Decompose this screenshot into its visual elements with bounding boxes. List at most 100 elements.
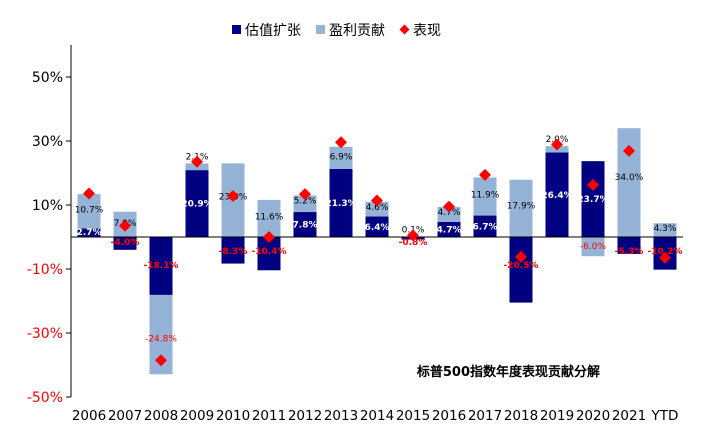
- valuation-label: 26.4%: [541, 191, 572, 201]
- earnings-label: 4.6%: [366, 203, 389, 213]
- x-tick-label: 2009: [180, 408, 214, 424]
- valuation-label: 4.7%: [437, 225, 462, 235]
- performance-marker: [119, 219, 131, 232]
- valuation-label: 7.8%: [293, 221, 318, 231]
- x-tick-label: 2020: [576, 408, 610, 424]
- valuation-label: 21.3%: [325, 199, 356, 209]
- chart-title: 标普500指数年度表现贡献分解: [416, 364, 600, 380]
- earnings-label: 4.3%: [654, 224, 677, 234]
- performance-marker: [587, 178, 599, 191]
- valuation-label: 6.4%: [365, 223, 390, 233]
- bar-valuation: [365, 216, 389, 237]
- legend: 估值扩张 盈利贡献 表现: [232, 23, 441, 39]
- bar-valuation: [509, 237, 533, 303]
- bar-earnings: [437, 206, 461, 222]
- x-tick-label: 2014: [360, 408, 394, 424]
- x-tick-label: 2008: [144, 408, 178, 424]
- performance-marker: [155, 354, 167, 367]
- earnings-label: 4.7%: [438, 208, 461, 218]
- valuation-label: -10.4%: [252, 247, 287, 257]
- performance-marker: [515, 250, 527, 263]
- bar-valuation: [545, 152, 569, 237]
- valuation-label: -5.3%: [615, 247, 644, 257]
- bar-earnings: [149, 294, 173, 375]
- x-tick-label: 2007: [108, 408, 142, 424]
- bar-earnings: [509, 179, 533, 237]
- legend-label: 盈利贡献: [329, 23, 385, 39]
- earnings-label: -6.0%: [580, 242, 607, 252]
- x-tick-label: 2021: [612, 408, 646, 424]
- performance-marker: [335, 136, 347, 149]
- bar-earnings: [473, 177, 497, 216]
- valuation-label: -4.0%: [111, 238, 140, 248]
- bar-earnings: [653, 223, 677, 237]
- y-tick-label: 30%: [32, 134, 63, 150]
- y-tick-label: -10%: [27, 262, 63, 278]
- valuation-label: 2.7%: [77, 228, 102, 238]
- performance-marker: [623, 144, 635, 157]
- bar-earnings: [257, 199, 281, 237]
- earnings-label: 11.9%: [471, 191, 500, 201]
- earnings-label: 34.0%: [615, 173, 644, 183]
- x-tick-label: 2016: [432, 408, 466, 424]
- bar-valuation: [185, 170, 209, 237]
- performance-marker: [443, 200, 455, 213]
- legend-label: 表现: [413, 23, 441, 39]
- bar-valuation: [149, 237, 173, 295]
- earnings-label: 11.6%: [255, 213, 284, 223]
- performance-marker: [227, 190, 239, 203]
- performance-marker: [299, 188, 311, 201]
- earnings-label: 10.7%: [75, 206, 104, 216]
- x-tick-label: 2010: [216, 408, 250, 424]
- valuation-label: -18.1%: [144, 261, 179, 271]
- x-tick-label: 2018: [504, 408, 538, 424]
- axes: -50%-30%-10%10%30%50%2006 2007 2008 2009 201…: [27, 45, 683, 424]
- valuation-label: -20.5%: [504, 261, 539, 271]
- valuation-label: -8.3%: [219, 247, 248, 257]
- earnings-label: 17.9%: [507, 201, 536, 211]
- earnings-label: -24.8%: [145, 335, 177, 345]
- bar-earnings: [329, 146, 353, 169]
- x-tick-label: 2012: [288, 408, 322, 424]
- earnings-label: 5.2%: [294, 196, 317, 206]
- bar-valuation: [221, 237, 245, 264]
- performance-markers: [83, 136, 671, 367]
- valuation-label: -0.8%: [399, 238, 428, 248]
- bar-valuation: [437, 221, 461, 237]
- performance-marker: [263, 231, 275, 243]
- y-tick-label: 10%: [32, 198, 63, 214]
- earnings-label: 6.9%: [330, 153, 353, 163]
- legend-swatch: [232, 25, 241, 34]
- performance-marker: [407, 229, 419, 242]
- bar-earnings: [617, 128, 641, 237]
- bar-earnings: [293, 195, 317, 213]
- x-tick-label: 2011: [252, 408, 286, 424]
- valuation-label: 6.7%: [473, 222, 498, 232]
- legend-swatch: [316, 25, 325, 34]
- valuation-label: 20.9%: [181, 200, 212, 210]
- x-tick-label: 2019: [540, 408, 574, 424]
- x-tick-label: 2013: [324, 408, 358, 424]
- x-tick-label: YTD: [651, 408, 679, 424]
- bar-earnings: [365, 201, 389, 217]
- x-tick-label: 2015: [396, 408, 430, 424]
- bar-valuation: [113, 237, 137, 250]
- performance-marker: [371, 194, 383, 207]
- bar-valuation: [257, 237, 281, 271]
- bar-valuation: [329, 168, 353, 237]
- bar-earnings: [581, 237, 605, 257]
- performance-marker: [479, 168, 491, 181]
- performance-marker: [191, 155, 203, 168]
- bar-valuation: [581, 161, 605, 237]
- x-tick-label: 2017: [468, 408, 502, 424]
- bar-valuation: [293, 212, 317, 237]
- legend-swatch: [399, 24, 410, 35]
- x-tick-label: 2006: [72, 408, 106, 424]
- bar-earnings: [77, 194, 101, 229]
- bar-valuation: [617, 237, 641, 254]
- legend-label: 估值扩张: [245, 23, 301, 39]
- performance-marker: [551, 138, 563, 151]
- performance-marker: [83, 187, 95, 200]
- performance-marker: [659, 251, 671, 264]
